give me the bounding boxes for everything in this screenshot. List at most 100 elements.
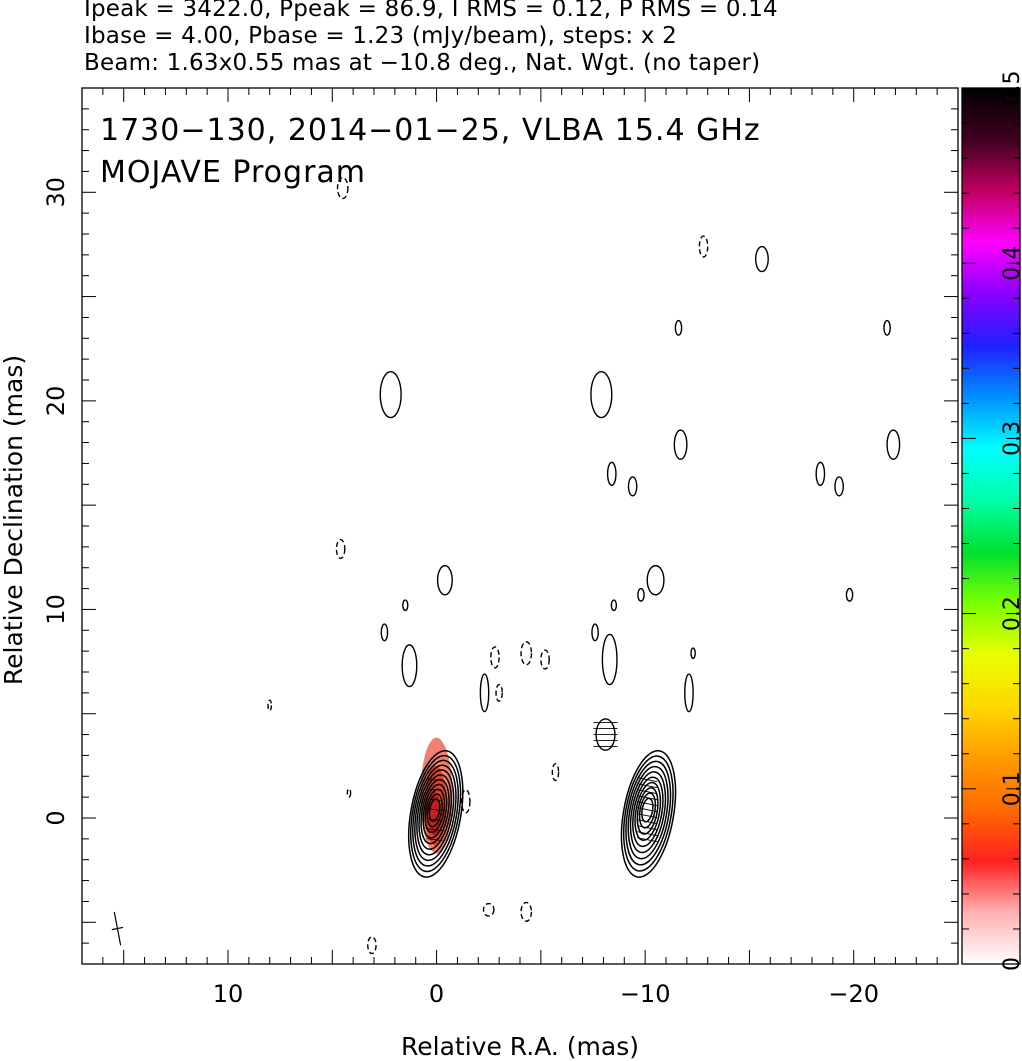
core-contour	[623, 755, 674, 872]
contour	[606, 461, 617, 487]
header-line-3: Beam: 1.63x0.55 mas at −10.8 deg., Nat. …	[84, 50, 761, 76]
negative-contour	[551, 763, 560, 782]
header-line-2: Ibase = 4.00, Pbase = 1.23 (mJy/beam), s…	[84, 23, 677, 49]
evpa-tick	[637, 813, 658, 819]
negative-contour	[698, 235, 709, 258]
contour	[674, 319, 683, 336]
negative-contour	[540, 649, 550, 670]
contour	[834, 476, 844, 497]
evpa-tick	[637, 837, 658, 843]
core-contour	[638, 792, 657, 829]
y-axis-label: Relative Declination (mas)	[0, 355, 28, 685]
chart-annotation-source: 1730−130, 2014−01−25, VLBA 15.4 GHz	[100, 113, 761, 148]
negative-contour	[335, 538, 346, 560]
evpa-tick	[426, 828, 443, 832]
evpa-tick	[426, 788, 443, 792]
colorbar-frame	[961, 87, 1021, 965]
x-tick-label: 10	[213, 980, 244, 1008]
evpa-tick	[426, 818, 443, 822]
core-contour	[620, 750, 677, 878]
contour	[401, 644, 418, 688]
contour	[684, 673, 694, 713]
x-tick-label: 0	[429, 980, 444, 1008]
negative-contour	[367, 936, 377, 955]
contour	[646, 564, 665, 596]
negative-contour	[267, 699, 273, 712]
evpa-tick	[637, 825, 658, 831]
y-tick-label: 0	[42, 810, 70, 825]
core-contour	[625, 760, 672, 866]
core-contour	[418, 774, 453, 850]
core-contour	[416, 769, 455, 856]
contour	[601, 633, 618, 686]
evpa-tick	[637, 789, 658, 795]
core-contour	[632, 776, 664, 848]
contour	[815, 461, 826, 487]
plot-background	[82, 88, 958, 964]
colorbar	[962, 88, 1020, 964]
colorbar-tick-label: 0.3	[1000, 421, 1022, 456]
evpa-tick	[637, 801, 658, 807]
evpa-tick	[637, 783, 658, 789]
x-tick-label: −20	[828, 980, 879, 1008]
contour	[754, 245, 769, 273]
contour	[845, 587, 854, 602]
evpa-tick	[637, 795, 658, 801]
evpa-tick	[637, 831, 658, 837]
y-tick-label: 20	[42, 386, 70, 417]
core-contour	[627, 765, 669, 860]
contour	[690, 647, 696, 660]
core-contour	[412, 759, 459, 867]
y-tick-label: 30	[42, 177, 70, 208]
negative-contour	[490, 646, 500, 669]
x-axis-label: Relative R.A. (mas)	[401, 1032, 639, 1061]
core-contour	[422, 783, 448, 839]
colorbar-tick-label: 0.4	[1000, 246, 1022, 281]
evpa-tick	[637, 807, 658, 813]
colorbar-ticks: 0 0.1 0.2 0.3 0.4 0.5	[962, 71, 1022, 971]
evpa-tick	[637, 819, 658, 825]
evpa-tick	[426, 808, 443, 812]
contour	[627, 476, 638, 497]
contour	[380, 623, 389, 642]
contour	[402, 599, 409, 612]
negative-contour	[346, 788, 352, 798]
core-contour	[420, 778, 450, 845]
negative-contour	[336, 176, 349, 200]
colorbar-tick-label: 0.1	[1000, 771, 1022, 806]
contour	[379, 370, 402, 419]
axis-ticks: 10 0 −10 −20 0 10 20 30	[42, 87, 959, 1008]
core-contour	[634, 781, 662, 841]
colorbar-tick-label: 0	[1000, 957, 1022, 971]
colorbar-tick-label: 0.5	[1000, 71, 1022, 106]
y-tick-label: 10	[42, 594, 70, 625]
x-tick-label: −10	[620, 980, 671, 1008]
contour	[590, 370, 613, 419]
contour	[436, 564, 453, 596]
evpa-tick	[637, 777, 658, 783]
core-contour	[629, 771, 667, 854]
beam-minor-axis	[111, 926, 124, 931]
contour	[886, 429, 901, 460]
core-contour	[410, 754, 462, 873]
negative-contour	[495, 683, 503, 702]
evpa-tick	[426, 798, 443, 802]
core-contour	[407, 750, 464, 878]
negative-contour	[460, 789, 471, 814]
negative-contour	[520, 641, 533, 666]
core-contour	[414, 764, 457, 862]
evpa-tick	[426, 838, 443, 842]
contour	[883, 319, 891, 336]
negative-contour	[520, 901, 533, 922]
evpa-tick	[426, 778, 443, 782]
contour	[673, 429, 688, 460]
core-contour	[636, 787, 659, 835]
contour	[591, 623, 599, 642]
negative-contour	[482, 902, 495, 917]
chart-annotation-program: MOJAVE Program	[100, 155, 367, 190]
core-contour	[424, 788, 446, 834]
plot-area	[111, 176, 901, 955]
contour	[637, 587, 645, 602]
header-line-1: Ipeak = 3422.0, Ppeak = 86.9, I RMS = 0.…	[84, 0, 778, 22]
contour	[479, 673, 490, 713]
